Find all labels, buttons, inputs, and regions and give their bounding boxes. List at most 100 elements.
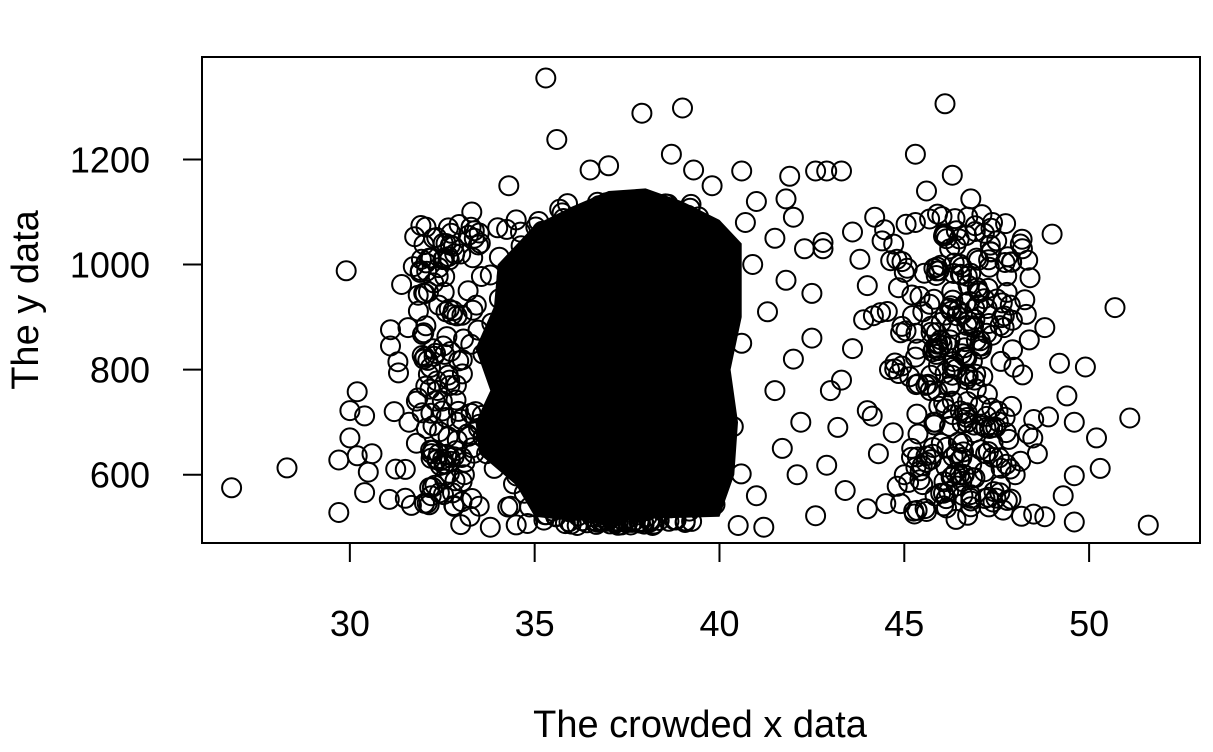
data-point bbox=[596, 451, 618, 473]
data-point bbox=[335, 260, 357, 282]
data-point bbox=[505, 209, 527, 231]
data-point bbox=[627, 201, 649, 223]
data-point bbox=[956, 402, 978, 424]
data-point bbox=[680, 193, 702, 215]
data-point bbox=[398, 411, 420, 433]
data-point bbox=[487, 217, 509, 239]
data-point bbox=[753, 516, 775, 538]
data-point bbox=[560, 361, 582, 383]
data-point bbox=[420, 402, 442, 424]
data-point bbox=[957, 504, 979, 526]
data-point bbox=[1004, 464, 1026, 486]
data-point bbox=[945, 220, 967, 242]
data-point bbox=[979, 234, 1001, 256]
data-point bbox=[674, 510, 696, 532]
data-point bbox=[1056, 385, 1078, 407]
data-point bbox=[458, 425, 480, 447]
data-point bbox=[916, 501, 937, 522]
data-point bbox=[660, 143, 682, 165]
data-point bbox=[525, 216, 547, 238]
data-point bbox=[575, 265, 597, 287]
data-point bbox=[617, 445, 639, 467]
data-point bbox=[515, 409, 537, 431]
data-point bbox=[701, 488, 723, 510]
y-tick-label: 600 bbox=[90, 455, 150, 496]
data-point bbox=[662, 418, 684, 440]
data-point bbox=[875, 493, 897, 515]
data-point bbox=[901, 437, 923, 459]
data-point bbox=[1034, 317, 1056, 339]
x-tick-label: 40 bbox=[699, 603, 739, 644]
data-point bbox=[648, 480, 670, 502]
data-point bbox=[550, 340, 572, 362]
data-point bbox=[1041, 223, 1063, 245]
data-point bbox=[598, 155, 620, 177]
data-point bbox=[856, 400, 878, 422]
data-point bbox=[1137, 514, 1159, 536]
data-point bbox=[588, 432, 610, 454]
data-point bbox=[831, 160, 852, 182]
data-point bbox=[468, 495, 490, 517]
x-tick-label: 50 bbox=[1069, 603, 1109, 644]
data-point bbox=[919, 208, 941, 230]
data-point bbox=[550, 358, 572, 379]
data-point bbox=[1104, 297, 1126, 319]
data-point bbox=[603, 398, 625, 420]
x-axis-title: The crowded x data bbox=[533, 704, 868, 746]
data-point bbox=[465, 401, 486, 423]
data-point bbox=[620, 499, 642, 521]
data-point bbox=[420, 485, 442, 507]
data-point bbox=[339, 400, 361, 422]
data-point bbox=[604, 305, 626, 327]
data-point bbox=[1012, 364, 1034, 386]
data-point bbox=[941, 465, 963, 487]
data-point bbox=[883, 233, 905, 255]
data-point bbox=[620, 296, 642, 318]
data-point bbox=[879, 359, 900, 381]
data-point bbox=[606, 500, 628, 522]
data-point bbox=[1023, 503, 1045, 525]
data-point bbox=[584, 341, 606, 363]
data-point bbox=[893, 261, 915, 283]
data-point bbox=[956, 347, 978, 369]
data-point bbox=[816, 454, 838, 476]
data-point bbox=[600, 368, 621, 390]
data-point bbox=[856, 275, 878, 297]
data-point bbox=[563, 214, 585, 236]
data-point bbox=[930, 482, 952, 504]
data-point bbox=[596, 503, 618, 525]
data-point bbox=[1019, 267, 1041, 289]
data-point bbox=[457, 280, 479, 302]
data-point bbox=[960, 188, 982, 210]
data-point bbox=[942, 289, 964, 311]
data-point bbox=[472, 426, 494, 448]
data-point bbox=[595, 496, 617, 518]
data-point bbox=[394, 487, 416, 509]
data-point bbox=[658, 510, 680, 532]
data-point bbox=[469, 232, 491, 254]
data-point bbox=[853, 309, 875, 331]
data-point bbox=[976, 405, 998, 427]
data-point bbox=[557, 351, 578, 373]
data-point bbox=[660, 497, 682, 519]
data-point bbox=[909, 285, 931, 307]
data-point bbox=[849, 248, 871, 270]
data-point bbox=[583, 481, 605, 503]
data-point bbox=[1015, 303, 1037, 325]
x-tick-label: 35 bbox=[515, 603, 555, 644]
data-point bbox=[476, 443, 498, 465]
data-point bbox=[1063, 465, 1085, 487]
data-point bbox=[564, 304, 586, 326]
data-point bbox=[423, 272, 445, 294]
data-point bbox=[658, 238, 680, 260]
data-point bbox=[864, 206, 886, 228]
data-point bbox=[786, 464, 808, 486]
data-point bbox=[886, 475, 908, 497]
data-point bbox=[745, 191, 767, 212]
data-point bbox=[614, 511, 636, 533]
data-point bbox=[951, 303, 973, 325]
data-point bbox=[445, 374, 467, 396]
data-point bbox=[592, 291, 614, 312]
y-tick-label: 800 bbox=[90, 350, 150, 391]
